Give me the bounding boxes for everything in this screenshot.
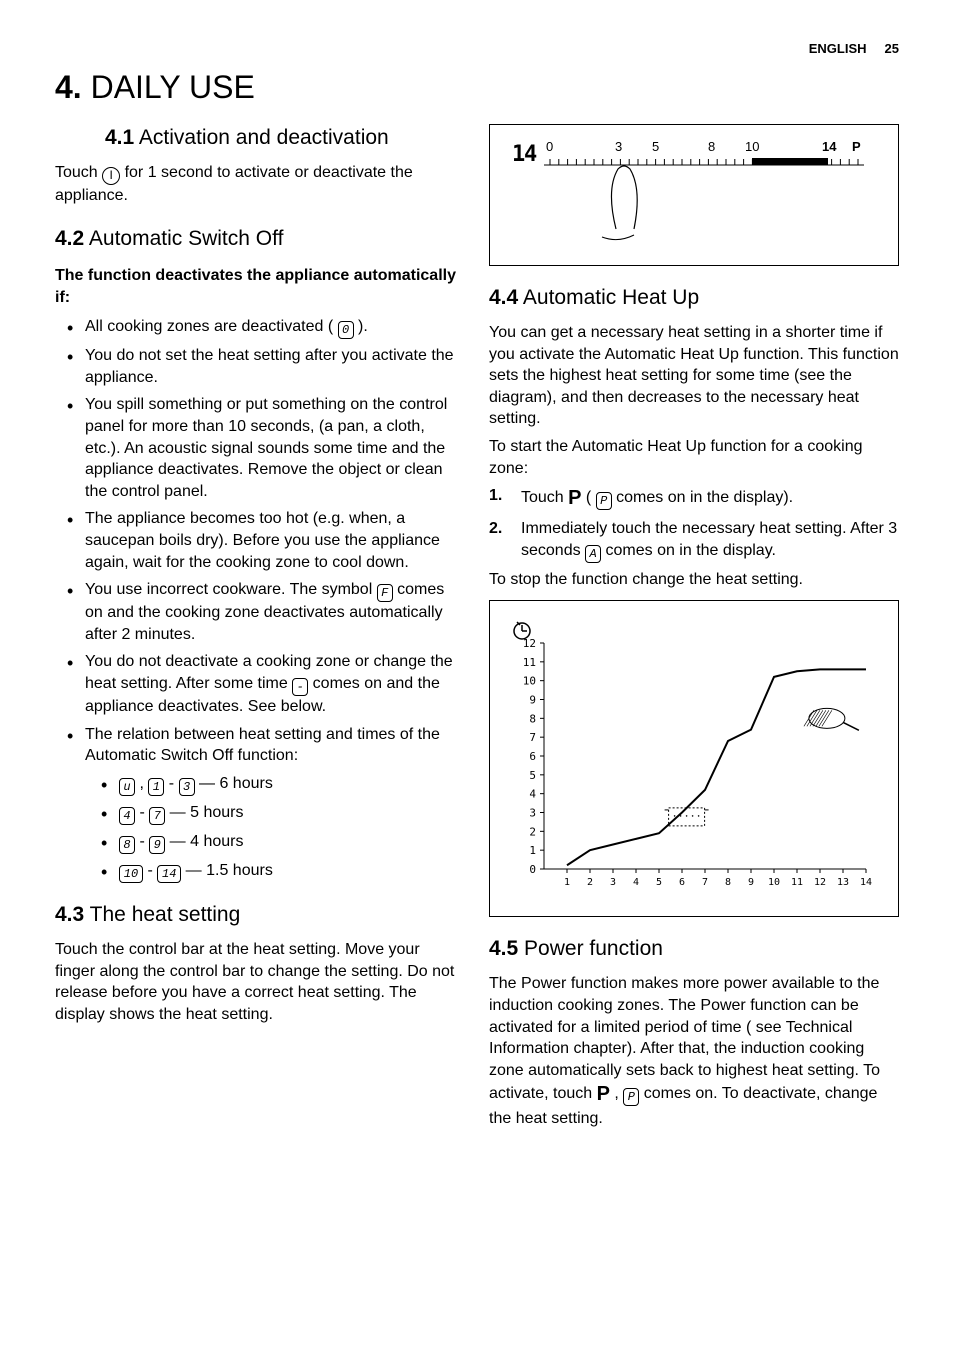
bullet-list-4-2: All cooking zones are deactivated ( 0 ).…: [55, 316, 459, 883]
svg-text:14: 14: [860, 877, 872, 888]
svg-text:8: 8: [708, 139, 715, 154]
svg-text:12: 12: [814, 877, 826, 888]
zero-glyph: 0: [338, 321, 354, 339]
svg-text:8: 8: [529, 713, 536, 726]
list-item: You spill something or put something on …: [73, 394, 459, 502]
chart-svg: 01234567891011121234567891011121314: [500, 615, 880, 895]
times-list: u , 1 - 3 — 6 hours 4 - 7 — 5 hours 8 - …: [85, 773, 459, 883]
svg-text:3: 3: [610, 877, 616, 888]
svg-text:4: 4: [529, 788, 536, 801]
right-column: 1403581014P 4.4 Automatic Heat Up You ca…: [489, 124, 899, 1136]
f-glyph: F: [377, 584, 393, 602]
dash-glyph: -: [292, 678, 308, 696]
p-4-5: The Power function makes more power avai…: [489, 973, 899, 1130]
svg-text:11: 11: [523, 656, 536, 669]
svg-text:8: 8: [725, 877, 731, 888]
svg-text:10: 10: [523, 675, 536, 688]
svg-text:13: 13: [837, 877, 849, 888]
p-4-4-1: You can get a necessary heat setting in …: [489, 322, 899, 430]
list-item: You do not deactivate a cooking zone or …: [73, 651, 459, 717]
list-item: 10 - 14 — 1.5 hours: [107, 860, 459, 883]
heading-4-4: 4.4 Automatic Heat Up: [489, 284, 899, 312]
svg-text:11: 11: [791, 877, 803, 888]
list-item: All cooking zones are deactivated ( 0 ).: [73, 316, 459, 339]
power-icon: I: [102, 167, 120, 185]
svg-text:7: 7: [702, 877, 708, 888]
svg-text:5: 5: [652, 139, 659, 154]
svg-text:2: 2: [529, 826, 536, 839]
svg-text:4: 4: [524, 142, 537, 167]
p-4-3: Touch the control bar at the heat settin…: [55, 939, 459, 1025]
p-4-4-3: To stop the function change the heat set…: [489, 569, 899, 591]
svg-text:5: 5: [529, 769, 536, 782]
p-char: P: [568, 487, 581, 509]
slider-svg: 1403581014P: [504, 137, 884, 247]
svg-text:1: 1: [529, 845, 536, 858]
left-column: 4.1 Activation and deactivation Touch I …: [55, 124, 459, 1136]
svg-text:6: 6: [529, 750, 536, 763]
svg-text:4: 4: [633, 877, 639, 888]
heatup-chart: 01234567891011121234567891011121314: [489, 600, 899, 917]
list-item: 1. Touch P ( P comes on in the display).: [489, 485, 899, 512]
lead-4-2: The function deactivates the appliance a…: [55, 265, 459, 308]
page-header: ENGLISH 25: [55, 40, 899, 58]
list-item: 8 - 9 — 4 hours: [107, 831, 459, 854]
svg-text:6: 6: [679, 877, 685, 888]
svg-text:10: 10: [745, 139, 759, 154]
svg-text:12: 12: [523, 637, 536, 650]
heading-4-5: 4.5 Power function: [489, 935, 899, 963]
title-num: 4.: [55, 69, 82, 105]
list-item: 4 - 7 — 5 hours: [107, 802, 459, 825]
svg-text:5: 5: [656, 877, 662, 888]
heading-4-3: 4.3 The heat setting: [55, 901, 459, 929]
header-lang: ENGLISH: [809, 41, 867, 56]
p-4-4-2: To start the Automatic Heat Up function …: [489, 436, 899, 479]
svg-text:2: 2: [587, 877, 593, 888]
list-item: u , 1 - 3 — 6 hours: [107, 773, 459, 796]
svg-text:0: 0: [546, 139, 553, 154]
section-title: 4. DAILY USE: [55, 66, 899, 109]
heading-4-2: 4.2 Automatic Switch Off: [55, 225, 459, 253]
title-text: DAILY USE: [91, 69, 255, 105]
list-item: You do not set the heat setting after yo…: [73, 345, 459, 388]
list-item: The appliance becomes too hot (e.g. when…: [73, 508, 459, 573]
header-page: 25: [885, 41, 899, 56]
two-column-layout: 4.1 Activation and deactivation Touch I …: [55, 124, 899, 1136]
svg-text:3: 3: [615, 139, 622, 154]
heading-4-1: 4.1 Activation and deactivation: [55, 124, 459, 152]
svg-text:14: 14: [822, 139, 837, 154]
svg-text:P: P: [852, 139, 861, 154]
slider-figure: 1403581014P: [489, 124, 899, 266]
svg-text:1: 1: [564, 877, 570, 888]
list-item: You use incorrect cookware. The symbol F…: [73, 579, 459, 645]
list-item: 2. Immediately touch the necessary heat …: [489, 518, 899, 563]
ordered-list-4-4: 1. Touch P ( P comes on in the display).…: [489, 485, 899, 563]
p-4-1: Touch I for 1 second to activate or deac…: [55, 162, 459, 207]
svg-text:9: 9: [748, 877, 754, 888]
list-item: The relation between heat setting and ti…: [73, 724, 459, 883]
svg-text:9: 9: [529, 694, 536, 707]
svg-text:0: 0: [529, 863, 536, 876]
svg-text:3: 3: [529, 807, 536, 820]
svg-text:10: 10: [768, 877, 780, 888]
svg-text:7: 7: [529, 732, 536, 745]
